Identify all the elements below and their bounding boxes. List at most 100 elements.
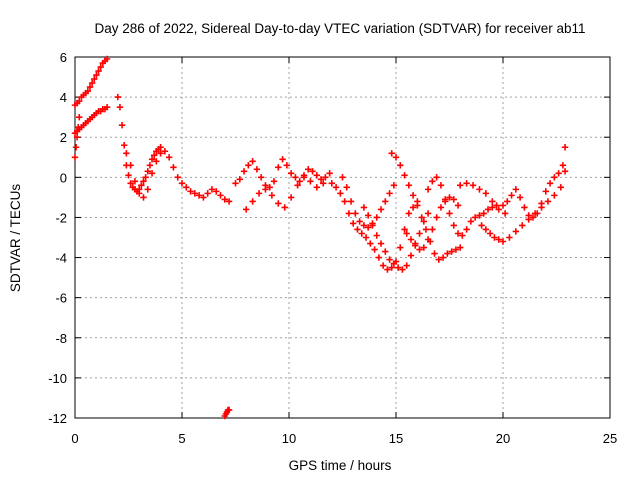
data-point [379,262,387,269]
data-point [414,202,421,209]
data-point [521,204,528,211]
data-point [86,83,94,91]
data-point [292,174,299,181]
data-point [531,210,539,217]
data-point [424,186,432,193]
data-point [457,182,464,189]
data-point [195,192,203,199]
y-tick-label: 0 [60,170,67,185]
data-point [345,210,353,217]
data-point [373,232,380,239]
data-point [341,198,348,205]
data-point [450,222,457,229]
data-point [153,158,160,165]
data-point [187,188,194,195]
data-point [213,188,220,195]
x-tick-label: 0 [71,431,78,446]
data-point [367,240,374,247]
data-point [313,172,321,179]
data-point [157,144,164,151]
data-point [499,238,507,245]
data-point [405,182,413,189]
data-point [360,222,368,229]
data-point [452,246,460,253]
data-point [369,222,376,229]
data-point [221,196,228,203]
y-tick-label: 2 [60,130,67,145]
data-point [150,152,158,159]
data-point [249,158,256,165]
data-point [116,103,124,111]
data-point [200,194,207,201]
data-point [174,174,181,181]
data-point [444,250,451,257]
data-point [253,166,261,173]
data-point [356,218,363,225]
data-point [388,264,395,271]
data-point [144,168,151,175]
axis-ticks: 0 5 10 15 20 25 -12 -10 -8 -6 -4 -2 0 2 4 6 [48,50,617,446]
data-point [412,242,419,249]
data-point [71,154,79,161]
data-point [392,154,400,161]
x-tick-label: 5 [178,431,185,446]
data-point [397,244,404,251]
data-point [364,212,372,219]
data-point [416,246,423,253]
data-point [506,234,513,241]
data-point [512,186,520,193]
data-point [401,172,408,179]
data-point [178,180,186,187]
data-point [463,180,470,187]
data-point [243,206,250,213]
data-point [142,174,149,181]
data-point [283,162,291,169]
data-point [322,174,329,181]
data-point [388,150,395,157]
data-point [373,214,380,221]
data-point [72,144,80,151]
data-point [300,174,308,181]
data-point [446,194,453,201]
data-point [409,204,417,211]
data-point [287,170,295,177]
data-point [463,226,470,233]
data-point [146,162,154,169]
data-point [450,196,457,203]
chart-title: Day 286 of 2022, Sidereal Day-to-day VTE… [95,21,586,36]
x-tick-label: 10 [282,431,296,446]
data-point [454,230,462,237]
data-point [433,214,440,221]
data-point [313,184,321,191]
data-point [538,204,545,211]
data-point [232,180,239,187]
data-point [399,266,406,273]
data-point [103,103,111,111]
data-point [328,180,335,187]
data-point [84,87,92,95]
data-point [275,200,282,207]
data-point [364,224,372,231]
data-point [403,230,410,237]
data-point [140,194,147,201]
data-point [279,156,286,163]
data-point [480,210,487,217]
data-point [439,254,447,261]
data-point [561,168,569,175]
data-point [75,123,82,131]
y-tick-label: 6 [60,50,67,65]
data-point [249,198,256,205]
data-point [350,220,357,227]
data-point [317,176,325,183]
data-point [183,184,190,191]
y-tick-label: 4 [60,90,67,105]
data-point [294,182,301,189]
data-point [390,182,398,189]
data-point [489,198,496,205]
data-point [138,182,145,189]
data-point [103,55,111,63]
data-point [561,144,569,151]
data-point [433,174,440,181]
x-tick-label: 25 [603,431,617,446]
